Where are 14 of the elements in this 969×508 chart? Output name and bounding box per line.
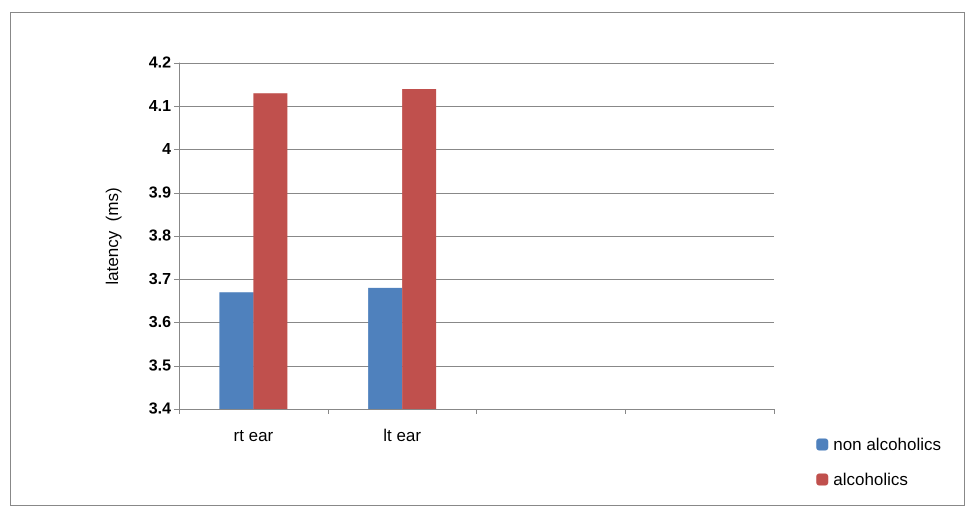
legend-label: non alcoholics bbox=[833, 435, 942, 454]
x-tick-label: rt ear bbox=[234, 426, 274, 445]
y-tick-label: 3.9 bbox=[148, 184, 172, 202]
y-tick-label: 3.6 bbox=[148, 314, 172, 331]
legend-label: alcoholics bbox=[833, 470, 908, 489]
y-axis-title: latency (ms) bbox=[103, 187, 122, 285]
y-tick-label: 4.1 bbox=[148, 98, 172, 115]
y-tick-label: 3.4 bbox=[148, 400, 172, 418]
y-tick-label: 4 bbox=[162, 141, 172, 158]
y-tick-label: 4.2 bbox=[148, 54, 172, 72]
y-tick-label: 3.7 bbox=[148, 270, 172, 288]
y-tick-label: 3.5 bbox=[148, 357, 172, 374]
x-tick-label: lt ear bbox=[383, 426, 422, 445]
y-tick-label: 3.8 bbox=[148, 228, 172, 244]
